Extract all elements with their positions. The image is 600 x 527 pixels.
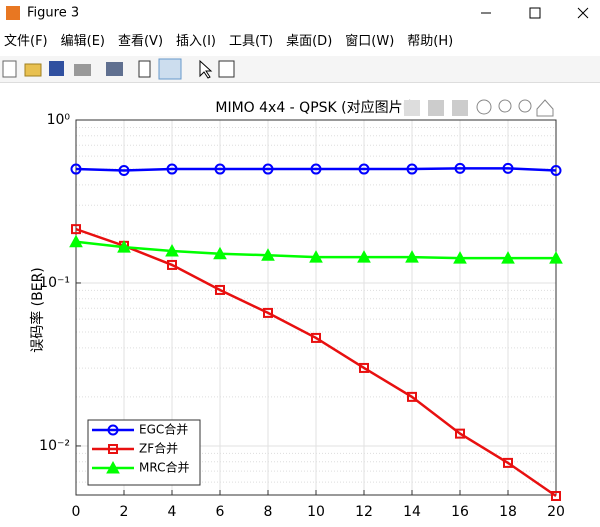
- x-tick-label: 4: [168, 504, 177, 520]
- home-icon[interactable]: [536, 99, 554, 117]
- data-point: [407, 391, 417, 402]
- data-point: [167, 259, 177, 270]
- data-point: [502, 162, 514, 174]
- data-point: [69, 234, 83, 248]
- data-point: [549, 251, 563, 264]
- series-line: [75, 227, 557, 498]
- close-button[interactable]: [577, 7, 589, 19]
- x-tick-label: 0: [72, 504, 81, 520]
- menu-item[interactable]: 帮助(H): [407, 34, 454, 49]
- data-point: [405, 250, 419, 263]
- menu-item[interactable]: 工具(T): [229, 34, 274, 49]
- app-icon: [6, 6, 20, 20]
- title-bar: Figure 3: [0, 0, 600, 26]
- new-icon[interactable]: [2, 60, 17, 78]
- data-point: [455, 428, 465, 439]
- y-tick-label: 10⁻²: [39, 438, 70, 454]
- legend-label: EGC合并: [139, 422, 188, 437]
- title-bar-graphics: Figure 3: [6, 6, 589, 21]
- data-point: [454, 162, 466, 174]
- x-tick-label: 12: [355, 504, 373, 520]
- data-point: [309, 250, 323, 263]
- axes-box: [75, 119, 557, 496]
- data-point: [359, 362, 369, 373]
- menu-item[interactable]: 窗口(W): [345, 34, 395, 49]
- y-tick-label: 10⁻¹: [39, 275, 70, 291]
- data-point: [503, 457, 513, 468]
- x-tick-label: 2: [120, 504, 129, 520]
- data-point: [263, 307, 273, 318]
- chart-title: MIMO 4x4 - QPSK (对应图片中: [215, 99, 416, 116]
- x-tick-label: 6: [216, 504, 225, 520]
- data-point: [406, 163, 418, 175]
- window-title: Figure 3: [27, 6, 79, 21]
- data-point: [213, 246, 227, 260]
- menu-item[interactable]: 编辑(E): [60, 34, 105, 49]
- menu-item[interactable]: 插入(I): [176, 34, 217, 49]
- legend-box: [87, 419, 201, 486]
- legend-label: ZF合并: [139, 441, 178, 456]
- pan-icon[interactable]: [476, 99, 492, 115]
- x-tick-label: 18: [499, 504, 517, 520]
- data-point: [71, 224, 81, 235]
- data-point: [70, 163, 82, 175]
- data-point: [108, 444, 118, 454]
- zoom-in-icon[interactable]: [498, 99, 512, 113]
- x-tick-label: 8: [264, 504, 273, 520]
- toolbar: [0, 56, 600, 83]
- y-tick-label: 10⁰: [47, 112, 71, 128]
- data-point: [107, 424, 119, 436]
- series-line: [75, 167, 557, 172]
- axes-toolbar: [404, 99, 554, 117]
- x-tick-label: 20: [547, 504, 565, 520]
- data-point: [166, 163, 178, 175]
- legend-label: MRC合并: [139, 460, 189, 475]
- toolbar-icons: [2, 58, 235, 80]
- print-icon[interactable]: [74, 64, 91, 76]
- data-point: [214, 163, 226, 175]
- data-point: [119, 240, 129, 251]
- open-icon[interactable]: [24, 63, 42, 77]
- menu-item[interactable]: 桌面(D): [286, 34, 333, 49]
- data-point: [106, 460, 120, 474]
- data-point: [118, 164, 130, 176]
- series-line: [75, 240, 556, 260]
- legend: EGC合并 ZF合并 MRC合并: [87, 419, 201, 486]
- data-point: [501, 251, 515, 264]
- data-point: [551, 490, 561, 501]
- x-tick-label: 14: [403, 504, 421, 520]
- pointer-icon[interactable]: [199, 59, 213, 79]
- menu-item[interactable]: 查看(V): [117, 34, 164, 49]
- link-icon[interactable]: [106, 62, 123, 76]
- data-point: [215, 284, 225, 295]
- data-point: [357, 250, 371, 263]
- plot-area: [76, 120, 556, 495]
- zoom-out-icon[interactable]: [518, 99, 532, 113]
- brush-icon[interactable]: [428, 100, 444, 116]
- data-point: [358, 163, 370, 175]
- menu-bar: 文件(F) 编辑(E) 查看(V) 插入(I) 工具(T) 桌面(D) 窗口(W) 帮助(H): [0, 30, 600, 54]
- save-icon[interactable]: [49, 61, 64, 76]
- x-tick-label: 16: [451, 504, 469, 520]
- data-point: [310, 163, 322, 175]
- data-point: [117, 240, 131, 253]
- data-point: [550, 164, 562, 176]
- datatip-icon[interactable]: [452, 100, 468, 116]
- x-tick-label: 10: [307, 504, 325, 520]
- data-point: [165, 244, 179, 257]
- menu-item[interactable]: 文件(F): [4, 34, 48, 49]
- y-axis-label: 误码率 (BER): [29, 267, 46, 353]
- data-point: [453, 251, 467, 264]
- data-point: [261, 248, 275, 261]
- data-point: [311, 332, 321, 343]
- property-icon[interactable]: [218, 60, 235, 78]
- data-point: [262, 163, 274, 175]
- export-icon[interactable]: [404, 100, 420, 116]
- maximize-button[interactable]: [529, 7, 541, 19]
- legend-icon[interactable]: [158, 58, 182, 80]
- colorbar-icon[interactable]: [138, 60, 151, 78]
